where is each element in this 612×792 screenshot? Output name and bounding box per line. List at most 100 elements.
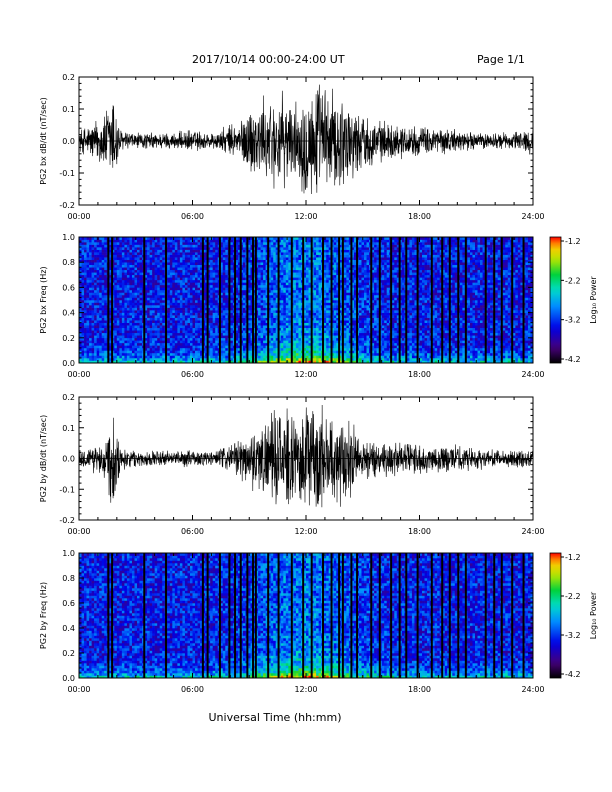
heat-cell — [261, 285, 264, 288]
heat-cell — [162, 335, 165, 338]
heat-cell — [134, 345, 137, 348]
heat-cell — [198, 255, 201, 258]
heat-cell — [124, 300, 127, 303]
heat-cell — [127, 300, 130, 303]
heat-cell — [152, 245, 155, 248]
heat-cell — [271, 290, 274, 293]
heat-cell — [195, 280, 198, 283]
heat-cell — [84, 287, 87, 290]
heat-cell — [122, 297, 125, 300]
heat-cell — [185, 313, 188, 316]
heat-cell — [124, 265, 127, 268]
heat-cell — [225, 340, 228, 343]
heat-cell — [190, 257, 193, 260]
heat-cell — [84, 323, 87, 326]
heat-cell — [298, 252, 301, 255]
heat-cell — [157, 280, 160, 283]
heat-cell — [152, 242, 155, 245]
heat-cell — [99, 265, 102, 268]
heat-cell — [140, 295, 143, 298]
heat-cell — [150, 333, 153, 336]
heat-cell — [170, 350, 173, 353]
heat-cell — [223, 308, 226, 311]
heat-cell — [89, 353, 92, 356]
heat-cell — [190, 270, 193, 273]
heat-cell — [273, 277, 276, 280]
heat-cell — [102, 313, 105, 316]
heat-cell — [182, 343, 185, 346]
heat-cell — [117, 295, 120, 298]
heat-cell — [157, 240, 160, 243]
heat-cell — [261, 257, 264, 260]
heat-cell — [230, 338, 233, 341]
heat-cell — [263, 355, 266, 358]
heat-cell — [271, 282, 274, 285]
heat-cell — [87, 260, 90, 263]
heat-cell — [273, 255, 276, 258]
heat-cell — [263, 267, 266, 270]
heat-cell — [248, 297, 251, 300]
heat-cell — [97, 255, 100, 258]
heat-cell — [152, 300, 155, 303]
heat-cell — [157, 245, 160, 248]
heat-cell — [195, 333, 198, 336]
heat-cell — [137, 335, 140, 338]
heat-cell — [288, 260, 291, 263]
heat-cell — [152, 320, 155, 323]
heat-cell — [122, 308, 125, 311]
heat-cell — [160, 353, 163, 356]
heat-cell — [152, 292, 155, 295]
heat-cell — [127, 295, 130, 298]
heat-cell — [248, 267, 251, 270]
heat-cell — [296, 242, 299, 245]
heat-cell — [286, 275, 289, 278]
heat-cell — [175, 348, 178, 351]
heat-cell — [162, 313, 165, 316]
heat-cell — [190, 313, 193, 316]
heat-cell — [119, 257, 122, 260]
heat-cell — [293, 250, 296, 253]
heat-cell — [124, 275, 127, 278]
heat-cell — [263, 333, 266, 336]
heat-cell — [124, 303, 127, 306]
heat-cell — [298, 257, 301, 260]
heat-cell — [104, 348, 107, 351]
heat-cell — [134, 275, 137, 278]
heat-cell — [185, 257, 188, 260]
heat-cell — [137, 240, 140, 243]
heat-cell — [190, 275, 193, 278]
heat-cell — [230, 295, 233, 298]
heat-cell — [97, 343, 100, 346]
heat-cell — [167, 260, 170, 263]
heat-cell — [92, 305, 95, 308]
heat-cell — [127, 282, 130, 285]
heat-cell — [198, 245, 201, 248]
heat-cell — [87, 295, 90, 298]
heat-cell — [137, 275, 140, 278]
heat-cell — [185, 282, 188, 285]
heat-cell — [177, 325, 180, 328]
heat-cell — [94, 272, 97, 275]
heat-cell — [215, 328, 218, 331]
heat-cell — [94, 265, 97, 268]
heat-cell — [215, 333, 218, 336]
heat-cell — [187, 348, 190, 351]
heat-cell — [119, 330, 122, 333]
heat-cell — [155, 313, 158, 316]
heat-cell — [182, 340, 185, 343]
heat-cell — [319, 325, 322, 328]
magnetometer-figure: 00:00 06:00 12:00 18:00 24:000.20.10.0-0.1-0… — [0, 0, 612, 792]
heat-cell — [293, 330, 296, 333]
heat-cell — [223, 247, 226, 250]
y-tick-label: 0.1 — [62, 105, 75, 114]
heat-cell — [157, 318, 160, 321]
heat-cell — [160, 348, 163, 351]
heat-cell — [223, 335, 226, 338]
heat-cell — [225, 305, 228, 308]
heat-cell — [213, 330, 216, 333]
heat-cell — [319, 240, 322, 243]
heat-cell — [243, 297, 246, 300]
heat-cell — [293, 255, 296, 258]
heat-cell — [122, 345, 125, 348]
heat-cell — [147, 355, 150, 358]
